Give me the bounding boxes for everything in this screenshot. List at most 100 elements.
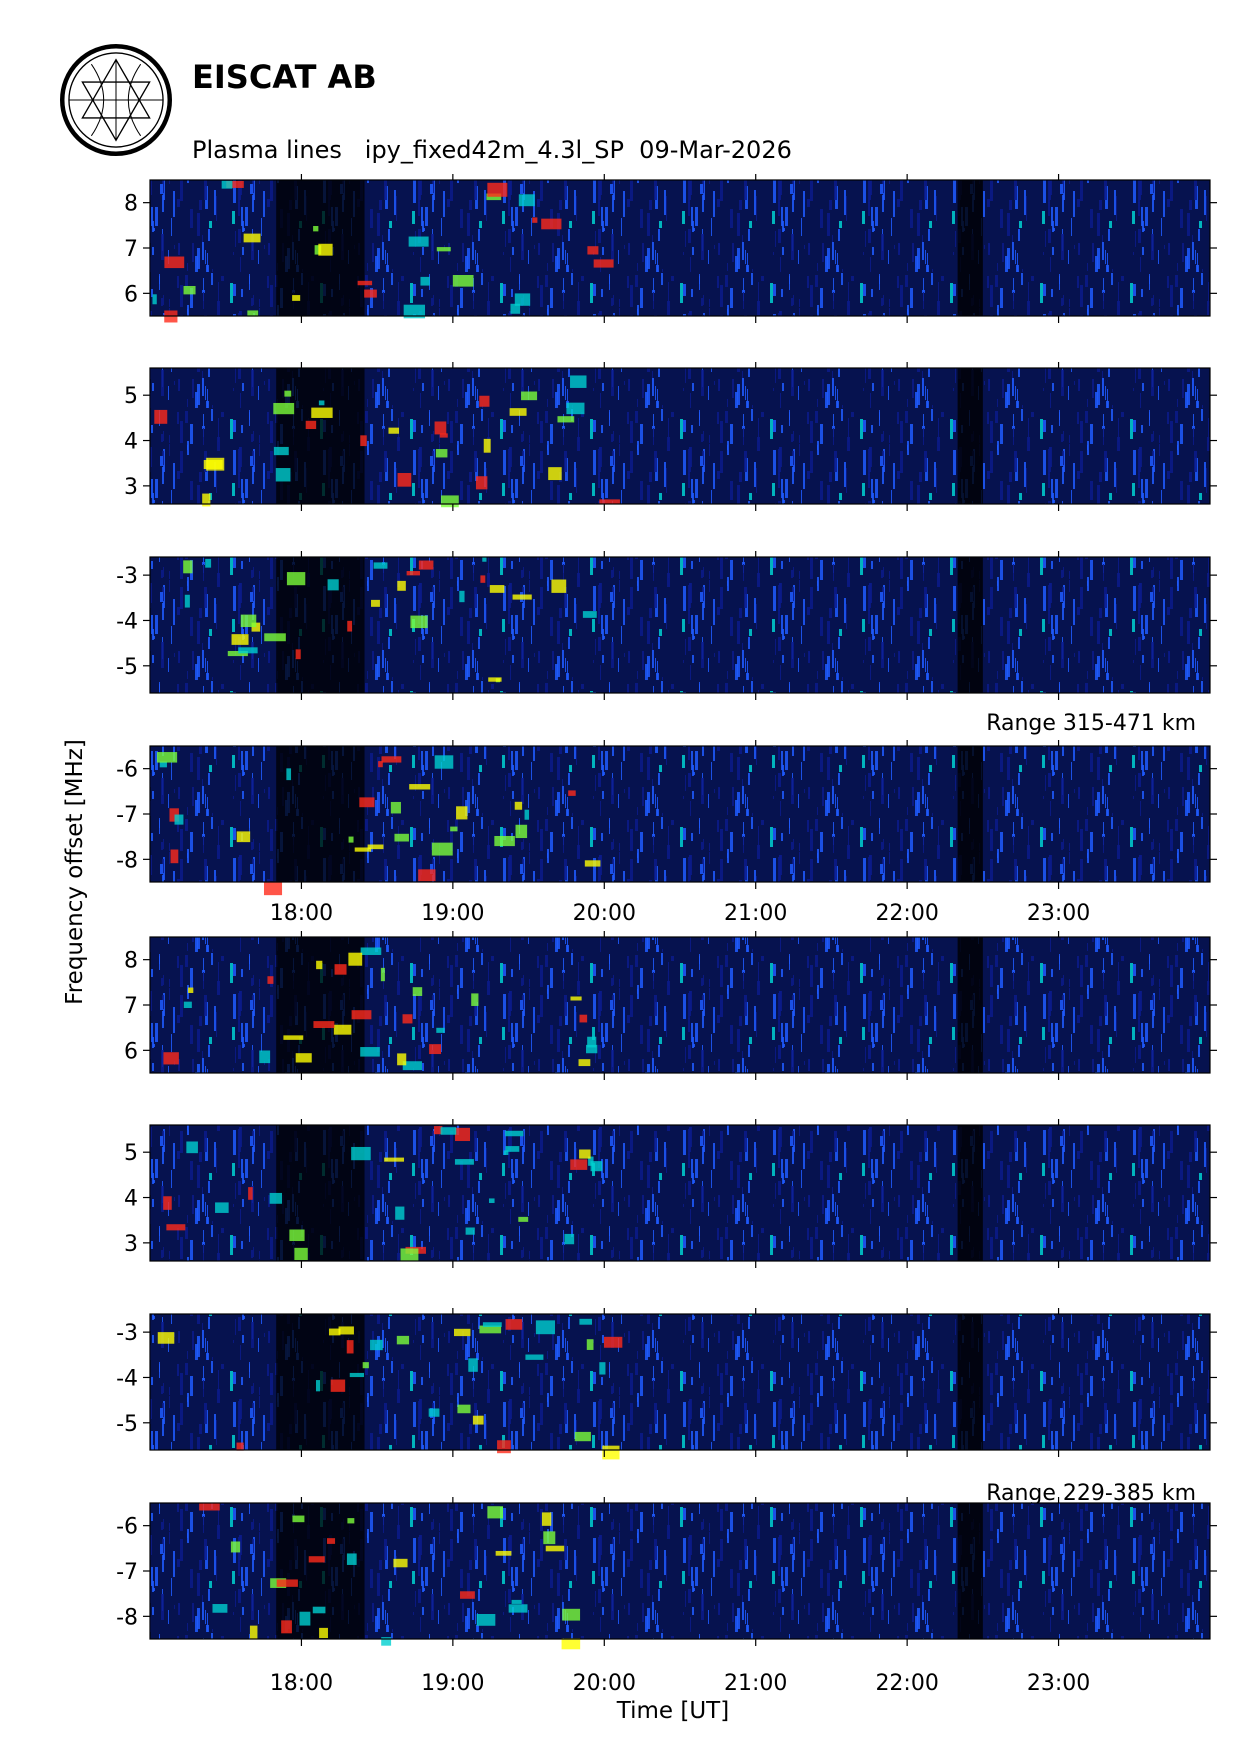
quiet-band [957, 746, 983, 882]
echo-streak [169, 808, 179, 822]
echo-streak [454, 1159, 474, 1165]
echo-streak [420, 276, 430, 286]
x-tick-label: 22:00 [875, 1671, 938, 1696]
x-tick-label: 19:00 [421, 1671, 484, 1696]
echo-streak [452, 274, 474, 287]
echo-streak [545, 1545, 565, 1552]
echo-streak [348, 836, 354, 843]
x-axis-label: Time [UT] [616, 1698, 730, 1724]
echo-streak [566, 402, 585, 415]
echo-streak [574, 1431, 591, 1442]
echo-streak [273, 402, 295, 415]
echo-streak [362, 1362, 369, 1369]
quiet-band [957, 368, 983, 504]
quiet-band [276, 368, 365, 504]
echo-streak [199, 1503, 220, 1511]
echo-streak [564, 1233, 575, 1245]
y-tick-label: -8 [116, 848, 138, 873]
echo-streak [360, 947, 382, 955]
echo-streak [488, 1198, 495, 1203]
echo-streak [505, 1130, 524, 1137]
echo-streak [570, 996, 582, 1001]
echo-streak [509, 408, 527, 416]
y-tick-label: -3 [116, 1321, 138, 1346]
echo-streak [371, 599, 380, 607]
echo-streak [390, 801, 401, 814]
echo-streak [548, 467, 562, 481]
echo-streak [518, 194, 535, 207]
echo-streak [562, 1608, 581, 1621]
echo-streak [482, 557, 487, 562]
echo-streak [441, 495, 459, 508]
echo-streak [240, 614, 257, 628]
echo-streak [541, 218, 562, 230]
echo-streak [570, 1159, 588, 1170]
panel-frame [149, 556, 1211, 694]
y-tick-label: -3 [116, 564, 138, 589]
echo-streak [314, 245, 322, 255]
echo-streak [402, 1061, 422, 1071]
echo-streak [582, 611, 597, 618]
echo-streak [247, 310, 259, 317]
echo-streak [351, 1010, 372, 1020]
echo-streak [367, 844, 384, 850]
echo-streak [249, 1625, 258, 1640]
echo-streak [460, 1591, 475, 1599]
echo-streak [397, 473, 412, 487]
y-tick-label: 5 [124, 384, 138, 409]
echo-streak [360, 1047, 380, 1057]
echo-streak [579, 1149, 591, 1159]
quiet-band [957, 1503, 983, 1639]
echo-streak [476, 1614, 496, 1626]
echo-streak [439, 433, 448, 438]
echo-streak [157, 1332, 175, 1344]
echo-streak [603, 1336, 623, 1348]
echo-streak [394, 833, 409, 842]
echo-streak [561, 1638, 581, 1650]
echo-streak [408, 236, 429, 247]
echo-streak [482, 1322, 502, 1327]
echo-streak [202, 493, 211, 507]
echo-streak [152, 294, 157, 305]
y-tick-label: -4 [116, 1366, 138, 1391]
echo-streak [535, 1320, 555, 1335]
echo-streak [348, 952, 363, 966]
echo-streak [590, 1161, 603, 1172]
echo-streak [551, 579, 567, 593]
echo-streak [521, 391, 538, 401]
echo-streak [283, 1035, 304, 1040]
panel-frame [149, 1124, 1211, 1262]
echo-streak [400, 1248, 419, 1261]
echo-streak [170, 849, 179, 864]
echo-streak [409, 784, 431, 790]
y-tick-label: 4 [124, 430, 138, 455]
y-tick-label: -6 [116, 1515, 138, 1540]
echo-streak [579, 1318, 593, 1325]
echo-streak [468, 1358, 478, 1372]
y-tick-label: -5 [116, 1412, 138, 1437]
echo-streak [267, 976, 274, 984]
echo-streak [436, 1027, 445, 1033]
echo-streak [497, 1440, 511, 1454]
echo-streak [599, 499, 620, 504]
echo-streak [313, 226, 319, 232]
echo-streak [384, 1157, 405, 1162]
plot-subtitle: Plasma lines ipy_fixed42m_4.3l_SP 09-Mar… [192, 136, 792, 164]
echo-streak [347, 620, 353, 632]
echo-streak [318, 400, 325, 406]
echo-streak [221, 180, 233, 189]
echo-streak [292, 295, 301, 301]
echo-streak [395, 1206, 405, 1220]
echo-streak [593, 259, 614, 268]
echo-streak [518, 1216, 529, 1222]
echo-streak [299, 1611, 311, 1626]
quiet-band [957, 1314, 983, 1450]
page-title: EISCAT AB [192, 58, 377, 96]
echo-streak [370, 1339, 383, 1351]
echo-streak [212, 1604, 228, 1613]
echo-streak [264, 633, 286, 642]
echo-streak [354, 847, 372, 852]
echo-streak [489, 585, 505, 593]
echo-streak [450, 826, 458, 832]
echo-streak [436, 247, 451, 252]
